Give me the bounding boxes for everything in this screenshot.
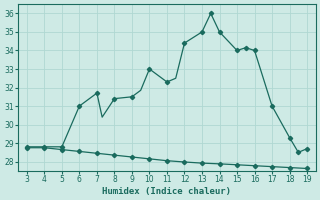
X-axis label: Humidex (Indice chaleur): Humidex (Indice chaleur) bbox=[102, 187, 231, 196]
